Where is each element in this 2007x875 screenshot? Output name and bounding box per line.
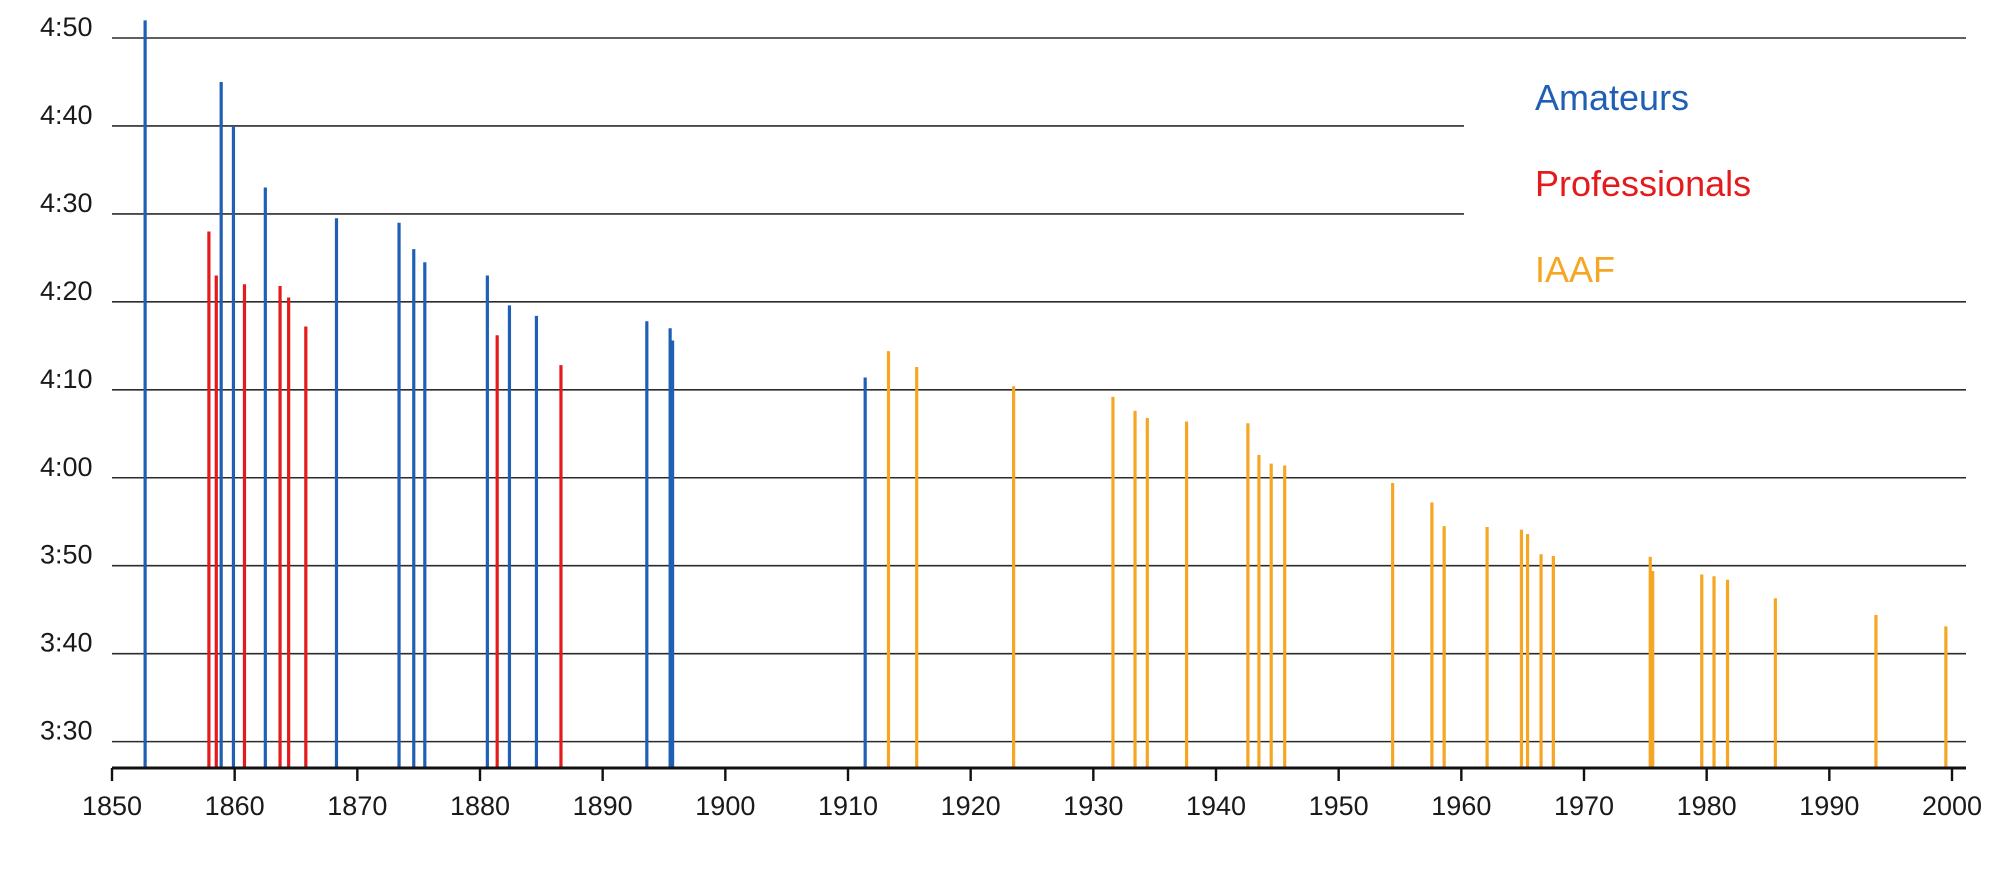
y-tick-label: 4:40 bbox=[40, 100, 93, 130]
x-tick-label: 1960 bbox=[1431, 791, 1491, 821]
x-tick-label: 1990 bbox=[1799, 791, 1859, 821]
x-tick-label: 1860 bbox=[205, 791, 265, 821]
y-tick-label: 4:30 bbox=[40, 188, 93, 218]
x-tick-label: 1930 bbox=[1063, 791, 1123, 821]
x-tick-label: 1900 bbox=[695, 791, 755, 821]
y-tick-label: 3:50 bbox=[40, 540, 93, 570]
x-axis: 1850 1860 1870 1880 1890 1900 1910 1920 1930 1940… bbox=[82, 766, 1982, 821]
x-tick-label: 1880 bbox=[450, 791, 510, 821]
x-tick-label: 1870 bbox=[327, 791, 387, 821]
y-tick-label: 4:20 bbox=[40, 276, 93, 306]
gridlines bbox=[112, 37, 1966, 743]
y-tick-label: 4:50 bbox=[40, 12, 93, 42]
x-tick-label: 1890 bbox=[573, 791, 633, 821]
x-tick-label: 1920 bbox=[941, 791, 1001, 821]
y-tick-label: 3:40 bbox=[40, 628, 93, 658]
legend-entry-iaaf: IAAF bbox=[1535, 249, 1615, 290]
x-tick-label: 2000 bbox=[1922, 791, 1982, 821]
x-tick-label: 1980 bbox=[1677, 791, 1737, 821]
bars bbox=[143, 20, 1948, 768]
legend-entry-professionals: Professionals bbox=[1535, 163, 1751, 204]
y-tick-label: 3:30 bbox=[40, 716, 93, 746]
y-tick-label: 4:10 bbox=[40, 364, 93, 394]
legend: Amateurs Professionals IAAF bbox=[1535, 77, 1751, 290]
x-tick-label: 1970 bbox=[1554, 791, 1614, 821]
x-tick-label: 1940 bbox=[1186, 791, 1246, 821]
x-tick-label: 1910 bbox=[818, 791, 878, 821]
x-tick-label: 1850 bbox=[82, 791, 142, 821]
x-tick-label: 1950 bbox=[1309, 791, 1369, 821]
y-axis-tick-labels: 3:30 3:40 3:50 4:00 4:10 4:20 4:30 4:40 4:50 bbox=[40, 12, 93, 746]
legend-entry-amateurs: Amateurs bbox=[1535, 77, 1689, 118]
y-tick-label: 4:00 bbox=[40, 452, 93, 482]
